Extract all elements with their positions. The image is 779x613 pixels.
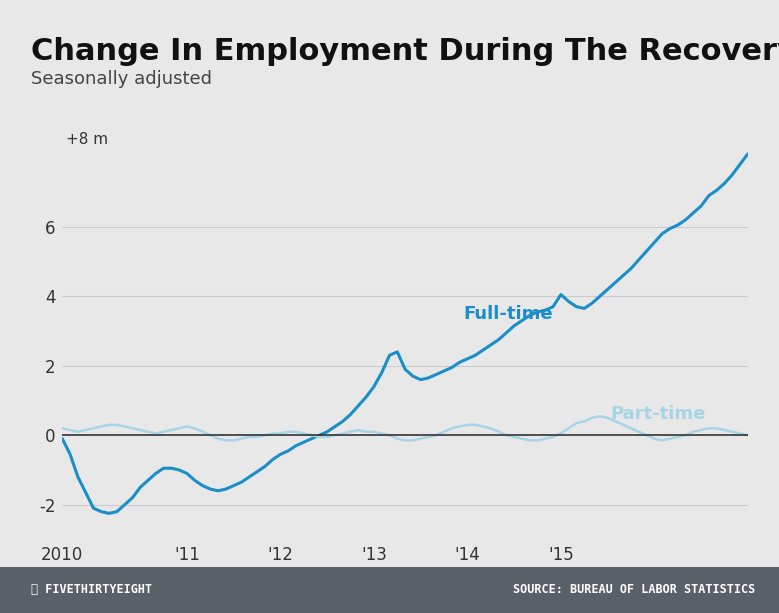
Text: +8 m: +8 m (66, 132, 108, 148)
Text: ⊌ FIVETHIRTYEIGHT: ⊌ FIVETHIRTYEIGHT (31, 582, 152, 596)
Text: Part-time: Part-time (611, 405, 706, 424)
Text: Seasonally adjusted: Seasonally adjusted (31, 70, 212, 88)
Text: Full-time: Full-time (464, 305, 553, 322)
Text: SOURCE: BUREAU OF LABOR STATISTICS: SOURCE: BUREAU OF LABOR STATISTICS (513, 582, 756, 596)
Text: Change In Employment During The Recovery: Change In Employment During The Recovery (31, 37, 779, 66)
